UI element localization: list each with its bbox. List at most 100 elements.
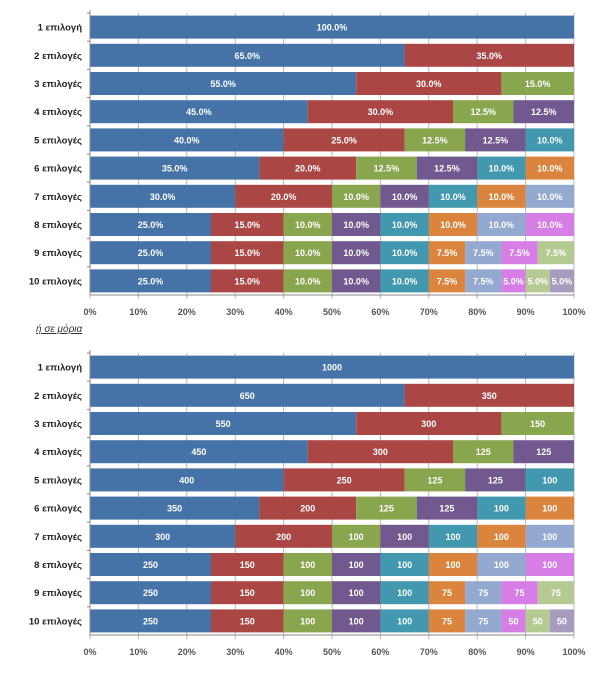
bar-segment xyxy=(404,468,466,492)
bar-segment xyxy=(90,72,357,95)
bar-segment xyxy=(90,581,211,605)
data-label: 550 xyxy=(216,419,231,429)
bar-segment xyxy=(90,213,211,236)
bar-segment xyxy=(283,269,332,293)
data-label: 5.0% xyxy=(552,276,573,286)
bar-segment xyxy=(259,156,357,180)
bar-segment xyxy=(525,156,574,180)
data-label: 7.5% xyxy=(473,276,494,286)
bar-segment xyxy=(525,269,550,293)
x-tick-label: 40% xyxy=(275,647,293,657)
bar-segment xyxy=(90,440,308,464)
bar-segment xyxy=(332,581,381,605)
data-label: 15.0% xyxy=(235,248,261,258)
bar-segment xyxy=(211,213,284,236)
bar-segment xyxy=(90,412,357,435)
data-label: 30.0% xyxy=(368,107,394,117)
data-label: 15.0% xyxy=(235,276,261,286)
data-label: 10.0% xyxy=(392,192,418,202)
bar-segment xyxy=(537,241,574,265)
data-label: 10.0% xyxy=(440,220,466,230)
x-tick-label: 60% xyxy=(371,647,389,657)
data-label: 75 xyxy=(515,588,525,598)
bar-segment xyxy=(501,269,526,293)
bar-segment xyxy=(380,241,429,265)
category-label: 9 επιλογές xyxy=(34,588,82,599)
bar-segment xyxy=(332,213,381,236)
bar-segment xyxy=(211,581,284,605)
bar-segment xyxy=(90,156,260,180)
category-label: 2 επιλογές xyxy=(34,51,82,62)
x-tick-label: 80% xyxy=(468,307,486,317)
bar-segment xyxy=(477,156,526,180)
x-tick-label: 20% xyxy=(178,647,196,657)
data-label: 10.0% xyxy=(489,220,515,230)
bar-segment xyxy=(90,43,405,67)
bar-segment xyxy=(332,184,381,208)
x-tick-label: 50% xyxy=(323,647,341,657)
x-tick-label: 30% xyxy=(226,647,244,657)
bar-segment xyxy=(211,553,284,576)
x-tick-label: 60% xyxy=(371,307,389,317)
data-label: 100.0% xyxy=(317,23,348,33)
bar-segment xyxy=(307,100,453,124)
bar-segment xyxy=(332,269,381,293)
data-label: 200 xyxy=(300,504,315,514)
bar-segment xyxy=(537,581,574,605)
category-label: 7 επιλογές xyxy=(34,532,82,543)
data-label: 100 xyxy=(397,588,412,598)
data-label: 100 xyxy=(445,560,460,570)
data-label: 100 xyxy=(300,616,315,626)
bar-segment xyxy=(428,524,478,548)
data-label: 100 xyxy=(397,616,412,626)
bar-segment xyxy=(90,553,211,576)
data-label: 200 xyxy=(276,532,291,542)
data-label: 10.0% xyxy=(343,220,369,230)
data-label: 100 xyxy=(349,616,364,626)
bar-segment xyxy=(404,383,574,407)
bar-segment xyxy=(501,72,574,95)
data-label: 7.5% xyxy=(473,248,494,258)
data-label: 150 xyxy=(530,419,545,429)
data-label: 7.5% xyxy=(509,248,530,258)
bar-segment xyxy=(428,581,466,605)
data-label: 100 xyxy=(494,532,509,542)
data-label: 125 xyxy=(379,504,394,514)
bar-segment xyxy=(90,496,260,520)
x-tick-label: 100% xyxy=(562,647,585,657)
data-label: 25.0% xyxy=(138,220,164,230)
x-tick-label: 90% xyxy=(517,307,535,317)
data-label: 10.0% xyxy=(392,220,418,230)
bar-segment xyxy=(283,581,332,605)
bar-segment xyxy=(90,269,211,293)
data-label: 75 xyxy=(442,616,452,626)
bar-segment xyxy=(332,553,381,576)
data-label: 7.5% xyxy=(437,276,458,286)
data-label: 100 xyxy=(397,560,412,570)
data-label: 125 xyxy=(536,447,551,457)
bar-segment xyxy=(477,213,526,236)
x-tick-label: 70% xyxy=(420,647,438,657)
data-label: 12.5% xyxy=(434,164,460,174)
data-label: 300 xyxy=(421,419,436,429)
data-label: 10.0% xyxy=(537,164,563,174)
data-label: 75 xyxy=(478,616,488,626)
data-label: 350 xyxy=(482,391,497,401)
category-label: 6 επιλογές xyxy=(34,164,82,175)
bar-segment xyxy=(428,213,478,236)
data-label: 7.5% xyxy=(546,248,567,258)
data-label: 100 xyxy=(542,532,557,542)
data-label: 250 xyxy=(143,588,158,598)
bar-segment xyxy=(90,128,284,152)
bar-segment xyxy=(90,524,236,548)
bar-segment xyxy=(283,213,332,236)
data-label: 25.0% xyxy=(331,135,357,145)
data-label: 150 xyxy=(240,616,255,626)
chart-caption: ή σε μόρια xyxy=(36,324,83,335)
data-label: 150 xyxy=(240,588,255,598)
bar-segment xyxy=(356,72,502,95)
data-label: 50 xyxy=(508,616,518,626)
category-label: 3 επιλογές xyxy=(34,419,82,430)
data-label: 125 xyxy=(476,447,491,457)
bar-segment xyxy=(380,213,429,236)
